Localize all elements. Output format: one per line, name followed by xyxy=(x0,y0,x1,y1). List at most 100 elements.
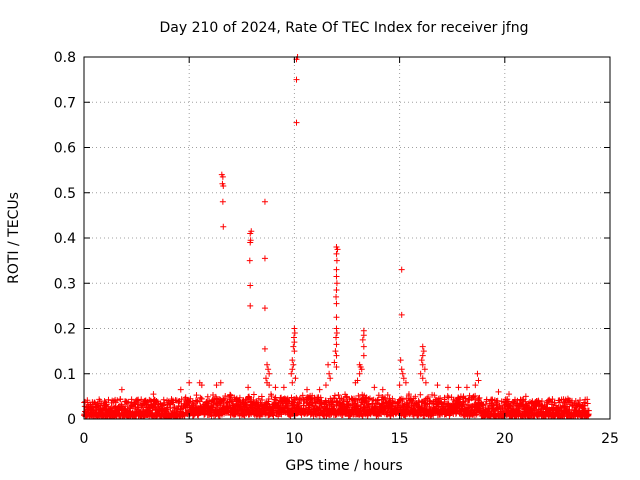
baseline-point xyxy=(84,397,91,404)
baseline-point xyxy=(423,401,430,408)
data-points xyxy=(81,54,592,420)
baseline-point xyxy=(549,396,556,403)
data-point xyxy=(332,348,339,355)
data-point xyxy=(419,361,426,368)
baseline-point xyxy=(317,394,324,401)
baseline-point xyxy=(585,407,592,414)
data-point xyxy=(463,384,470,391)
x-tick-label: 15 xyxy=(391,431,409,447)
data-point xyxy=(418,357,425,364)
baseline-point xyxy=(198,395,205,402)
baseline-point xyxy=(114,397,121,404)
data-point xyxy=(333,330,340,337)
baseline-point xyxy=(472,392,479,399)
y-tick-label: 0.5 xyxy=(54,186,76,202)
data-point xyxy=(522,393,529,400)
data-point xyxy=(360,343,367,350)
data-point xyxy=(333,334,340,341)
data-point xyxy=(292,375,299,382)
y-tick-label: 0.1 xyxy=(54,367,76,383)
data-point xyxy=(333,352,340,359)
data-point xyxy=(360,332,367,339)
y-tick-label: 0.4 xyxy=(54,231,76,247)
baseline-point xyxy=(584,396,591,403)
data-point xyxy=(266,370,273,377)
baseline-point xyxy=(405,391,412,398)
data-point xyxy=(402,379,409,386)
baseline-point xyxy=(250,391,257,398)
data-point xyxy=(495,388,502,395)
data-point xyxy=(356,370,363,377)
baseline-point xyxy=(572,397,579,404)
x-tick-label: 5 xyxy=(185,431,194,447)
data-point xyxy=(333,363,340,370)
x-tick-label: 25 xyxy=(601,431,619,447)
y-tick-label: 0 xyxy=(67,412,76,428)
baseline-point xyxy=(330,403,337,410)
data-point xyxy=(291,348,298,355)
data-point xyxy=(333,273,340,280)
data-point xyxy=(325,361,332,368)
data-point xyxy=(564,395,571,402)
baseline-point xyxy=(399,396,406,403)
baseline-point xyxy=(164,397,171,404)
x-tick-label: 0 xyxy=(80,431,89,447)
baseline-point xyxy=(494,397,501,404)
data-point xyxy=(419,375,426,382)
chart-title: Day 210 of 2024, Rate Of TEC Index for r… xyxy=(160,20,529,36)
data-point xyxy=(247,302,254,309)
baseline-point xyxy=(138,396,145,403)
baseline-point xyxy=(300,402,307,409)
data-point xyxy=(434,382,441,389)
data-point xyxy=(261,255,268,262)
data-point xyxy=(265,366,272,373)
data-point xyxy=(398,311,405,318)
data-point xyxy=(217,379,224,386)
data-point xyxy=(293,76,300,83)
data-point xyxy=(331,359,338,366)
data-point xyxy=(220,223,227,230)
baseline-point xyxy=(401,412,408,419)
baseline-point xyxy=(335,391,342,398)
baseline-point xyxy=(412,393,419,400)
data-point xyxy=(247,282,254,289)
data-point xyxy=(118,386,125,393)
baseline-point xyxy=(429,399,436,406)
data-point xyxy=(334,246,341,253)
baseline-point xyxy=(415,397,422,404)
data-point xyxy=(289,366,296,373)
data-point xyxy=(398,366,405,373)
data-point xyxy=(248,228,255,235)
baseline-point xyxy=(117,396,124,403)
data-point xyxy=(360,352,367,359)
data-point xyxy=(289,357,296,364)
x-tick-label: 10 xyxy=(285,431,303,447)
data-point xyxy=(398,266,405,273)
data-point xyxy=(333,314,340,321)
baseline-point xyxy=(250,396,257,403)
data-point xyxy=(333,280,340,287)
y-axis-ticks: 0 0.1 0.2 0.3 0.4 0.5 0.6 0.7 0.8 xyxy=(54,50,610,428)
data-point xyxy=(245,384,252,391)
data-point xyxy=(247,239,254,246)
data-point xyxy=(400,375,407,382)
data-point xyxy=(352,379,359,386)
baseline-point xyxy=(204,393,211,400)
plot-frame xyxy=(83,56,611,420)
baseline-point xyxy=(222,392,229,399)
data-point xyxy=(472,382,479,389)
baseline-point xyxy=(359,412,366,419)
data-point xyxy=(291,339,298,346)
baseline-point xyxy=(197,394,204,401)
data-point xyxy=(322,382,329,389)
data-point xyxy=(421,366,428,373)
baseline-point xyxy=(431,392,438,399)
baseline-point xyxy=(331,392,338,399)
data-point xyxy=(358,366,365,373)
baseline-point xyxy=(353,403,360,410)
data-point xyxy=(333,257,340,264)
data-point xyxy=(272,384,279,391)
baseline-point xyxy=(355,392,362,399)
baseline-point xyxy=(259,396,266,403)
data-point xyxy=(422,379,429,386)
